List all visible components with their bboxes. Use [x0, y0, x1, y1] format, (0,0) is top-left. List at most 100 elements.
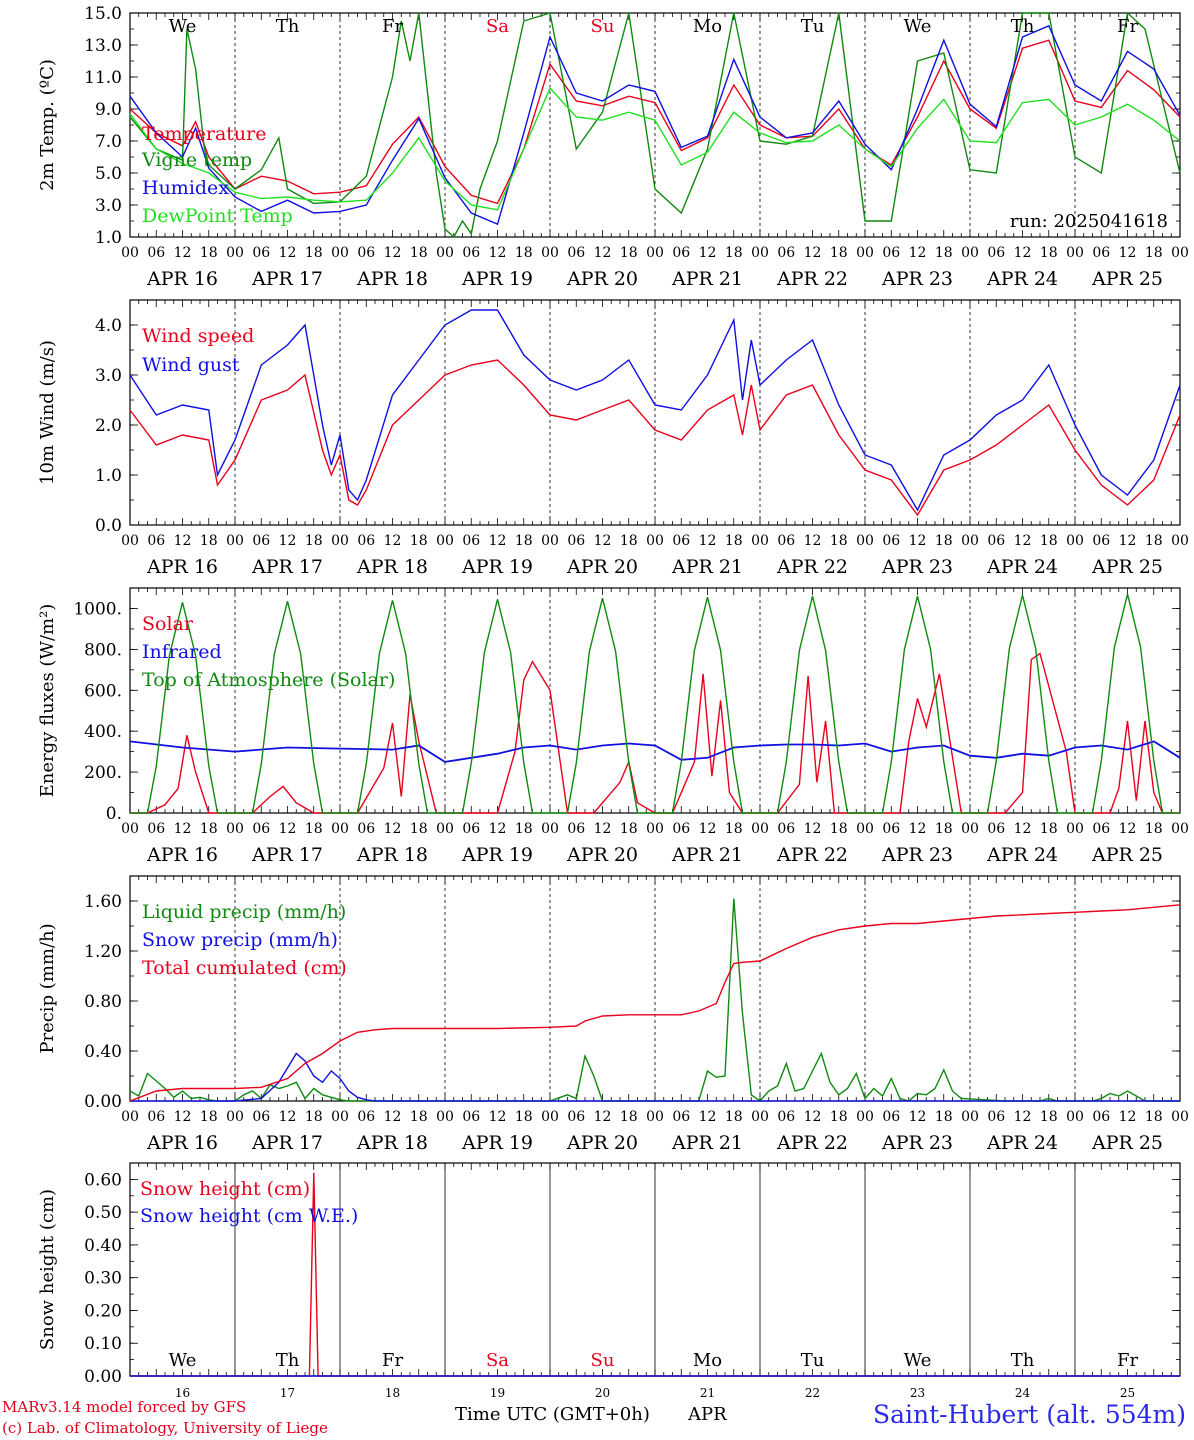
hour-label: 00: [331, 821, 349, 837]
date-label: APR 19: [461, 268, 533, 290]
hour-label: 12: [909, 533, 927, 549]
y-tick-label: 0.0: [95, 516, 122, 536]
series-line-vigne-temp: [129, 11, 1181, 239]
hour-label: 00: [121, 245, 139, 261]
hour-label: 18: [1145, 533, 1163, 549]
y-tick-label: 1.60: [84, 892, 122, 912]
series-line-wind-gust: [129, 309, 1181, 512]
series-line-humidex: [129, 24, 1181, 226]
hour-label: 12: [699, 821, 717, 837]
weekday-label: Tu: [801, 1350, 825, 1371]
y-tick-label: 600.: [84, 681, 122, 701]
hour-label: 12: [699, 533, 717, 549]
hour-label: 12: [1014, 245, 1032, 261]
date-label: APR 23: [881, 1132, 953, 1154]
panel-2: 0.0 1.0 2.0 3.0 4.0 10m Wind (m/s) Wind speed W…: [37, 299, 1189, 578]
hour-label: 12: [384, 245, 402, 261]
hour-label: 00: [541, 821, 559, 837]
hour-label: 00: [751, 245, 769, 261]
hour-label: 12: [594, 533, 612, 549]
hour-label: 18: [515, 821, 533, 837]
day-number-label: 24: [1015, 1386, 1031, 1400]
date-label: APR 23: [881, 268, 953, 290]
hour-label: 00: [856, 533, 874, 549]
legend-entry: Total cumulated (cm): [142, 957, 347, 979]
hour-label: 12: [804, 533, 822, 549]
legend-entry: Humidex: [142, 177, 229, 199]
hour-label: 18: [620, 821, 638, 837]
series-line-total-cumulated-cm-: [129, 904, 1181, 1102]
hour-label: 12: [174, 1109, 192, 1125]
hour-label: 06: [777, 533, 795, 549]
hour-label: 18: [200, 1109, 218, 1125]
hour-label: 18: [935, 533, 953, 549]
hour-label: 06: [252, 245, 270, 261]
panel-frame: [129, 12, 1181, 238]
date-label: APR 25: [1091, 844, 1163, 866]
hour-label: 00: [121, 821, 139, 837]
hour-label: 00: [1066, 533, 1084, 549]
weekday-label: We: [169, 16, 197, 37]
y-tick-label: 800.: [84, 640, 122, 660]
hour-label: 12: [384, 1109, 402, 1125]
legend-entry: Solar: [142, 613, 194, 635]
weekday-label: Th: [276, 1350, 300, 1371]
hour-label: 00: [121, 533, 139, 549]
legend-entry: Snow precip (mm/h): [142, 929, 338, 951]
hour-label: 00: [1066, 1109, 1084, 1125]
hour-label: 06: [462, 533, 480, 549]
hour-label: 18: [1145, 821, 1163, 837]
date-label: APR 18: [356, 556, 428, 578]
hour-label: 06: [1092, 1109, 1110, 1125]
hour-label: 18: [305, 245, 323, 261]
hour-label: 00: [541, 533, 559, 549]
hour-label: 00: [961, 821, 979, 837]
hour-label: 18: [410, 821, 428, 837]
x-axis-month: APR: [688, 1404, 727, 1425]
hour-label: 06: [987, 821, 1005, 837]
hour-label: 18: [410, 245, 428, 261]
hour-label: 12: [1014, 1109, 1032, 1125]
hour-label: 12: [699, 1109, 717, 1125]
day-number-label: 21: [700, 1386, 715, 1400]
y-tick-label: 0.50: [84, 1203, 122, 1223]
hour-label: 00: [856, 245, 874, 261]
hour-label: 00: [331, 1109, 349, 1125]
hour-label: 06: [672, 245, 690, 261]
hour-label: 12: [594, 821, 612, 837]
panel-1: 1.0 3.0 5.0 7.0 9.0 11.0 13.0 15.0 2m Temp. (ºC)…: [37, 4, 1189, 290]
day-number-label: 19: [490, 1386, 505, 1400]
hour-label: 06: [357, 533, 375, 549]
hour-label: 06: [357, 1109, 375, 1125]
weekday-label: Sa: [486, 16, 509, 37]
hour-label: 18: [515, 1109, 533, 1125]
hour-label: 12: [384, 821, 402, 837]
hour-label: 18: [1145, 1109, 1163, 1125]
hour-label: 06: [882, 821, 900, 837]
hour-label: 18: [725, 1109, 743, 1125]
hour-label: 18: [1040, 1109, 1058, 1125]
weekday-label: We: [904, 16, 932, 37]
day-number-label: 20: [595, 1386, 610, 1400]
hour-label: 06: [1092, 821, 1110, 837]
hour-label: 06: [882, 1109, 900, 1125]
hour-label: 00: [331, 245, 349, 261]
hour-label: 18: [200, 821, 218, 837]
hour-label: 12: [384, 533, 402, 549]
date-label: APR 16: [146, 556, 218, 578]
hour-label: 06: [567, 533, 585, 549]
hour-label: 00: [1171, 1109, 1189, 1125]
y-tick-label: 0.20: [84, 1301, 122, 1321]
hour-label: 00: [961, 245, 979, 261]
hour-label: 18: [515, 533, 533, 549]
panel-frame: [129, 299, 1181, 526]
hour-label: 18: [410, 1109, 428, 1125]
hour-label: 18: [725, 245, 743, 261]
hour-label: 06: [777, 245, 795, 261]
weekday-label: Su: [591, 16, 615, 37]
y-tick-label: 0.80: [84, 992, 122, 1012]
hour-label: 00: [436, 245, 454, 261]
hour-label: 00: [961, 533, 979, 549]
hour-label: 18: [725, 533, 743, 549]
hour-label: 12: [279, 1109, 297, 1125]
